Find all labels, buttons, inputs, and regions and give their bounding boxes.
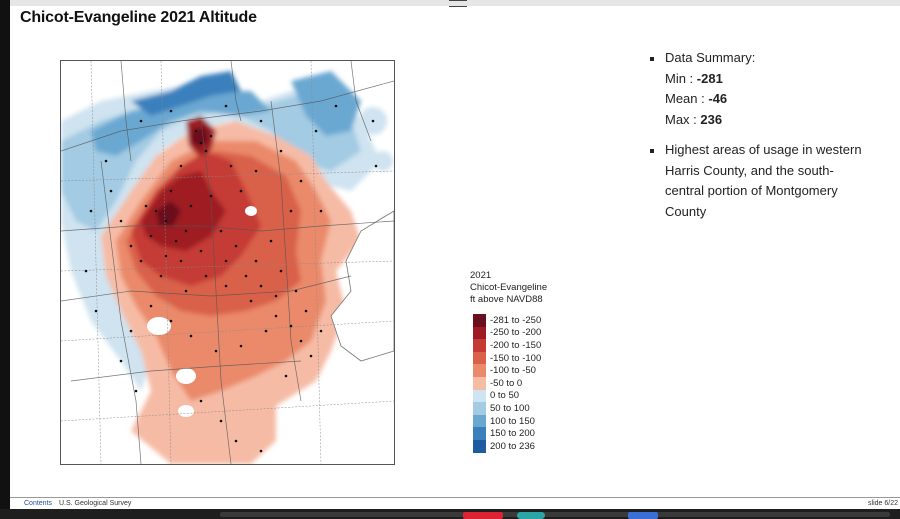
legend-title-line: 2021 xyxy=(470,270,492,281)
contents-link[interactable]: Contents xyxy=(24,500,53,507)
legend-swatch xyxy=(473,377,486,390)
legend-item: -200 to -150 xyxy=(473,339,541,352)
legend-swatch xyxy=(473,440,486,453)
legend-title-line: ft above NAVD88 xyxy=(470,294,543,305)
legend-swatch xyxy=(473,427,486,440)
summary-note-line: Harris County, and the south- xyxy=(665,162,834,178)
bullet-icon xyxy=(650,149,654,153)
menu-grip-icon[interactable] xyxy=(449,0,467,7)
summary-max: Max : 236 xyxy=(665,111,723,127)
legend-label: -250 to -200 xyxy=(490,327,542,339)
legend-swatch xyxy=(473,314,486,327)
contour-minus281-core xyxy=(156,201,181,226)
slide-number: slide 6/22 xyxy=(868,500,898,507)
taskbar-app-icon[interactable] xyxy=(628,512,658,519)
map-legend: 2021 Chicot-Evangeline ft above NAVD88 -… xyxy=(470,270,548,453)
legend-swatch xyxy=(473,414,486,428)
legend-label: 150 to 200 xyxy=(490,428,535,440)
footer-organization: U.S. Geological Survey xyxy=(59,500,132,507)
bullet-icon xyxy=(650,57,654,61)
taskbar-app-icon[interactable] xyxy=(517,512,545,519)
county-boundaries xyxy=(61,61,394,464)
legend-item: 150 to 200 xyxy=(473,427,535,440)
window-left-edge xyxy=(0,0,10,519)
legend-label: 50 to 100 xyxy=(490,402,530,414)
footer: Contents U.S. Geological Survey slide 6/… xyxy=(10,497,900,510)
summary-mean: Mean : -46 xyxy=(665,91,728,106)
legend-swatch xyxy=(473,389,486,403)
legend-label: 0 to 50 xyxy=(490,390,520,402)
altitude-contours xyxy=(61,71,394,464)
legend-item: -250 to -200 xyxy=(473,326,542,340)
legend-label: -200 to -150 xyxy=(490,339,542,351)
legend-label: -100 to -50 xyxy=(490,365,536,377)
legend-swatch xyxy=(473,364,486,377)
legend-item: 0 to 50 xyxy=(473,389,520,403)
taskbar-strip xyxy=(220,512,890,517)
summary-heading: Data Summary: xyxy=(665,50,756,65)
taskbar-app-icon[interactable] xyxy=(463,512,503,519)
legend-label: -50 to 0 xyxy=(490,377,523,389)
slide-title: Chicot-Evangeline 2021 Altitude xyxy=(20,9,257,26)
legend-label: -150 to -100 xyxy=(490,352,542,364)
altitude-map xyxy=(60,60,395,465)
no-data-areas xyxy=(147,206,257,417)
summary-min: Min : -281 xyxy=(665,70,723,86)
legend-item: 100 to 150 xyxy=(473,414,535,428)
legend-title-line: Chicot-Evangeline xyxy=(470,282,548,293)
contour-150-to-236-north xyxy=(131,71,241,116)
legend-label: 200 to 236 xyxy=(490,440,535,452)
legend-item: -150 to -100 xyxy=(473,351,542,365)
summary-note-line: County xyxy=(665,203,707,219)
legend-label: -281 to -250 xyxy=(490,314,542,326)
legend-item: -50 to 0 xyxy=(473,377,522,390)
contour-minus250-to-minus200 xyxy=(141,171,226,251)
legend-item: -281 to -250 xyxy=(473,314,541,327)
bay-water xyxy=(330,210,394,362)
roads xyxy=(61,61,394,464)
contour-50-to-100-east xyxy=(291,71,361,136)
legend-swatch xyxy=(473,326,486,340)
contour-blue-spot xyxy=(373,151,393,171)
legend-item: 200 to 236 xyxy=(473,440,535,453)
window-top-edge xyxy=(10,0,900,6)
well-points xyxy=(84,104,378,453)
summary-note-line: Highest areas of usage in western xyxy=(665,142,862,157)
legend-item: 50 to 100 xyxy=(473,402,530,415)
legend-item: -100 to -50 xyxy=(473,364,536,377)
legend-swatch xyxy=(473,339,486,352)
legend-label: 100 to 150 xyxy=(490,415,535,427)
summary-note-line: central portion of Montgomery xyxy=(665,183,838,198)
legend-swatch xyxy=(473,402,486,415)
legend-swatch xyxy=(473,351,486,365)
